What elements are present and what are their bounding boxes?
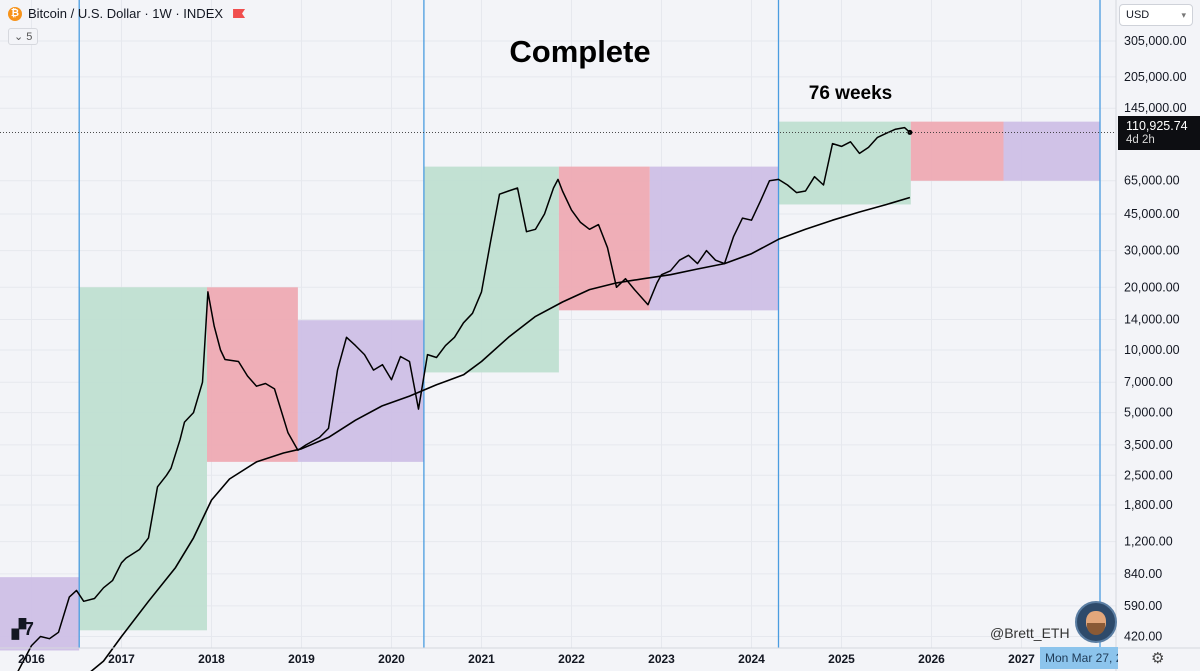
phase-rect-bull — [778, 121, 911, 205]
y-tick-label: 45,000.00 — [1124, 207, 1180, 221]
x-tick-label: 2025 — [828, 652, 855, 666]
annotation-label: 76 weeks — [809, 83, 892, 104]
phase-rect-bear — [910, 121, 1004, 181]
y-tick-label: 3,500.00 — [1124, 438, 1173, 452]
phase-rect-bull — [79, 287, 207, 631]
flag-icon[interactable] — [233, 9, 246, 18]
phase-rect-accumulation — [297, 320, 424, 462]
indicator-toggle[interactable]: ⌄ 5 — [8, 28, 39, 45]
price-axis-panel — [1116, 0, 1200, 671]
crosshair-date-badge: Mon Mar 27, 2028 — [1040, 647, 1118, 669]
avatar — [1075, 601, 1117, 643]
y-tick-label: 305,000.00 — [1124, 34, 1187, 48]
x-tick-label: 2018 — [198, 652, 225, 666]
x-tick-label: 2022 — [558, 652, 585, 666]
currency-selector[interactable]: USD ▾ — [1119, 4, 1193, 26]
gear-icon[interactable]: ⚙ — [1151, 650, 1165, 667]
y-tick-label: 590.00 — [1124, 599, 1162, 613]
x-tick-label: 2016 — [18, 652, 45, 666]
series-lines — [17, 126, 913, 671]
phase-rectangles — [0, 121, 1100, 651]
halving-lines — [78, 0, 1101, 648]
indicator-count: 5 — [26, 30, 33, 43]
x-tick-label: 2019 — [288, 652, 315, 666]
chevron-down-icon: ▾ — [1181, 9, 1186, 20]
phase-rect-bull — [423, 166, 559, 373]
text-layer: Complete 76 weeks — [509, 34, 892, 104]
symbol-title[interactable]: Bitcoin / U.S. Dollar · 1W · INDEX — [28, 6, 224, 21]
symbol-header[interactable]: ₿ Bitcoin / U.S. Dollar · 1W · INDEX — [8, 6, 246, 21]
y-tick-label: 20,000.00 — [1124, 280, 1180, 294]
y-tick-label: 840.00 — [1124, 567, 1162, 581]
series-line-price — [17, 126, 911, 671]
y-tick-label: 14,000.00 — [1124, 313, 1180, 327]
avatar-beard — [1087, 623, 1105, 635]
x-tick-label: 2024 — [738, 652, 765, 666]
y-tick-label: 10,000.00 — [1124, 343, 1180, 357]
tradingview-logo-icon[interactable]: ▞7 — [12, 619, 34, 639]
y-tick-label: 420.00 — [1124, 630, 1162, 644]
chart-title: Complete — [509, 34, 650, 69]
current-price: 110,925.74 — [1126, 119, 1188, 133]
x-tick-label: 2023 — [648, 652, 675, 666]
author-watermark: @Brett_ETH — [990, 625, 1070, 641]
y-tick-label: 205,000.00 — [1124, 70, 1187, 84]
y-tick-label: 145,000.00 — [1124, 101, 1187, 115]
y-tick-label: 7,000.00 — [1124, 375, 1173, 389]
y-tick-label: 1,200.00 — [1124, 535, 1173, 549]
y-tick-label: 1,800.00 — [1124, 498, 1173, 512]
bitcoin-icon: ₿ — [8, 6, 22, 21]
currency-label: USD — [1126, 9, 1150, 21]
bar-countdown: 4d 2h — [1126, 134, 1155, 146]
phase-rect-accumulation — [649, 166, 779, 311]
phase-rect-accumulation — [1003, 121, 1100, 181]
x-tick-label: 2017 — [108, 652, 135, 666]
x-tick-label: 2026 — [918, 652, 945, 666]
y-tick-label: 65,000.00 — [1124, 174, 1180, 188]
x-tick-label: 2027 — [1008, 652, 1035, 666]
phase-rect-bear — [207, 287, 298, 462]
y-tick-label: 2,500.00 — [1124, 468, 1173, 482]
current-price-badge: 110,925.74 4d 2h — [1118, 116, 1200, 150]
y-tick-label: 5,000.00 — [1124, 406, 1173, 420]
series-line-ma — [90, 196, 911, 671]
chevron-down-icon: ⌄ — [14, 31, 24, 43]
x-tick-label: 2021 — [468, 652, 495, 666]
x-tick-label: 2020 — [378, 652, 405, 666]
y-tick-label: 30,000.00 — [1124, 244, 1180, 258]
